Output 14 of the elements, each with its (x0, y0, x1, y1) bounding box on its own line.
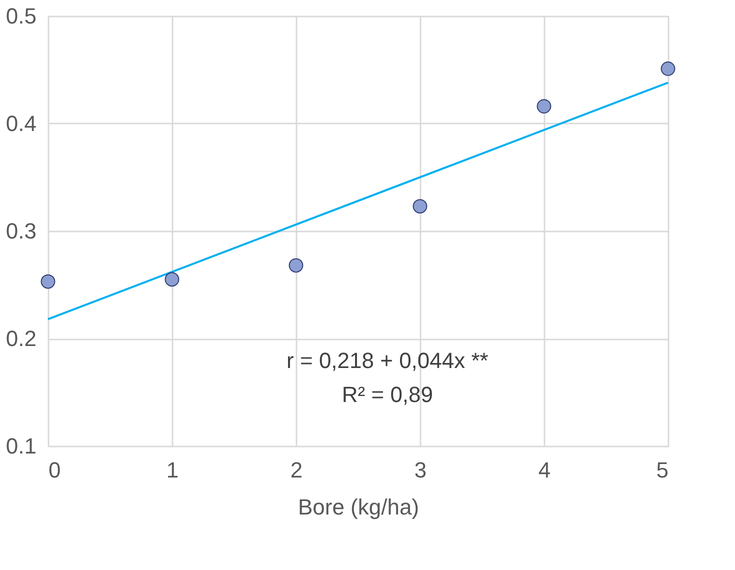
y-tick-label: 0.4 (6, 111, 36, 136)
x-tick-label: 1 (166, 458, 179, 482)
x-axis-title: Bore (kg/ha) (298, 494, 420, 520)
x-tick-label: 3 (414, 458, 427, 482)
x-tick-label: 4 (538, 458, 551, 482)
x-tick-label: 2 (290, 458, 303, 482)
y-tick-label: 0.2 (6, 326, 36, 351)
y-tick-label: 0.1 (6, 434, 36, 458)
x-tick-label: 5 (656, 458, 668, 482)
y-tick-label: 0.3 (6, 218, 36, 244)
y-tick-label: 0.5 (6, 4, 36, 28)
x-tick-label: 0 (48, 458, 61, 482)
annotation: r = 0,218 + 0,044x ** (286, 348, 489, 373)
annotation: R² = 0,89 (342, 382, 434, 407)
